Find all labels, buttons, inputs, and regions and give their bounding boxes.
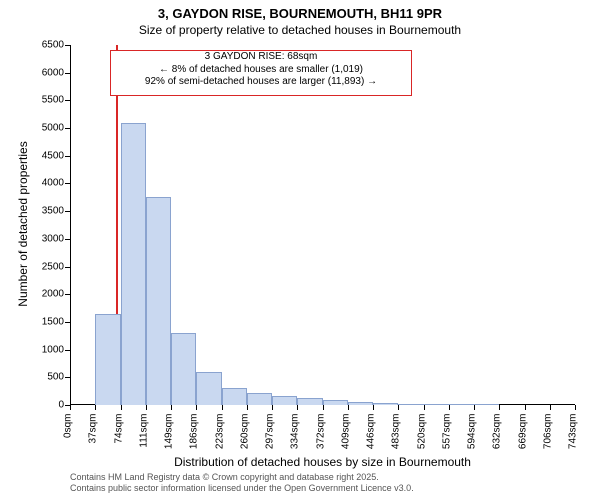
- y-tick-mark: [65, 350, 70, 351]
- histogram-bar: [247, 393, 272, 405]
- x-tick-label: 297sqm: [265, 414, 276, 464]
- x-tick-label: 483sqm: [391, 414, 402, 464]
- y-tick-mark: [65, 294, 70, 295]
- x-tick-mark: [95, 405, 96, 410]
- credit-line: Contains HM Land Registry data © Crown c…: [70, 472, 414, 483]
- x-tick-mark: [196, 405, 197, 410]
- x-tick-label: 743sqm: [568, 414, 579, 464]
- x-tick-mark: [171, 405, 172, 410]
- y-tick-label: 2000: [24, 289, 64, 300]
- y-tick-mark: [65, 267, 70, 268]
- y-tick-label: 6500: [24, 40, 64, 51]
- x-tick-label: 223sqm: [214, 414, 225, 464]
- x-tick-mark: [474, 405, 475, 410]
- x-tick-mark: [449, 405, 450, 410]
- annotation-line: ← 8% of detached houses are smaller (1,0…: [111, 64, 411, 77]
- histogram-bar: [121, 123, 146, 405]
- y-tick-label: 4000: [24, 178, 64, 189]
- y-tick-label: 5500: [24, 95, 64, 106]
- x-tick-mark: [121, 405, 122, 410]
- x-tick-label: 520sqm: [416, 414, 427, 464]
- x-tick-label: 632sqm: [492, 414, 503, 464]
- histogram-bar: [323, 400, 348, 405]
- histogram-bar: [95, 314, 120, 405]
- annotation-box: 3 GAYDON RISE: 68sqm← 8% of detached hou…: [110, 50, 412, 96]
- y-tick-mark: [65, 239, 70, 240]
- y-tick-label: 0: [24, 400, 64, 411]
- y-tick-mark: [65, 183, 70, 184]
- x-tick-mark: [525, 405, 526, 410]
- histogram-bar: [222, 388, 247, 405]
- chart-subtitle: Size of property relative to detached ho…: [0, 23, 600, 37]
- x-tick-mark: [323, 405, 324, 410]
- x-tick-label: 706sqm: [542, 414, 553, 464]
- chart-container: { "title": { "line1": "3, GAYDON RISE, B…: [0, 0, 600, 500]
- x-tick-label: 260sqm: [239, 414, 250, 464]
- x-tick-mark: [272, 405, 273, 410]
- x-tick-mark: [146, 405, 147, 410]
- y-tick-mark: [65, 211, 70, 212]
- y-tick-label: 1000: [24, 344, 64, 355]
- y-tick-label: 5000: [24, 123, 64, 134]
- histogram-bar: [398, 404, 423, 405]
- y-tick-mark: [65, 45, 70, 46]
- histogram-bar: [348, 402, 373, 405]
- x-tick-label: 372sqm: [315, 414, 326, 464]
- histogram-bar: [146, 197, 171, 405]
- x-tick-label: 186sqm: [189, 414, 200, 464]
- y-tick-label: 1500: [24, 316, 64, 327]
- x-tick-label: 0sqm: [63, 414, 74, 464]
- annotation-line: 92% of semi-detached houses are larger (…: [111, 76, 411, 89]
- y-tick-label: 3500: [24, 206, 64, 217]
- x-tick-label: 334sqm: [290, 414, 301, 464]
- y-tick-mark: [65, 377, 70, 378]
- x-tick-mark: [247, 405, 248, 410]
- x-tick-label: 37sqm: [88, 414, 99, 464]
- x-tick-mark: [424, 405, 425, 410]
- x-tick-mark: [575, 405, 576, 410]
- y-axis-line: [70, 45, 71, 405]
- histogram-bar: [196, 372, 221, 405]
- histogram-bar: [474, 404, 499, 405]
- y-tick-mark: [65, 156, 70, 157]
- y-tick-label: 6000: [24, 67, 64, 78]
- x-tick-label: 669sqm: [517, 414, 528, 464]
- y-tick-mark: [65, 128, 70, 129]
- histogram-bar: [449, 404, 474, 405]
- x-tick-label: 111sqm: [138, 414, 149, 464]
- x-tick-label: 594sqm: [467, 414, 478, 464]
- histogram-bar: [373, 403, 398, 405]
- x-tick-mark: [398, 405, 399, 410]
- y-tick-label: 3000: [24, 233, 64, 244]
- x-tick-label: 74sqm: [113, 414, 124, 464]
- histogram-bar: [272, 396, 297, 405]
- x-tick-mark: [297, 405, 298, 410]
- y-tick-mark: [65, 100, 70, 101]
- y-tick-label: 4500: [24, 150, 64, 161]
- histogram-bar: [297, 398, 322, 405]
- y-tick-mark: [65, 73, 70, 74]
- credit-line: Contains public sector information licen…: [70, 483, 414, 494]
- x-tick-mark: [70, 405, 71, 410]
- x-tick-label: 149sqm: [164, 414, 175, 464]
- x-tick-mark: [222, 405, 223, 410]
- x-tick-label: 446sqm: [366, 414, 377, 464]
- credits-text: Contains HM Land Registry data © Crown c…: [70, 472, 414, 495]
- y-tick-label: 500: [24, 372, 64, 383]
- annotation-line: 3 GAYDON RISE: 68sqm: [111, 51, 411, 64]
- histogram-bar: [171, 333, 196, 405]
- x-tick-mark: [550, 405, 551, 410]
- y-tick-mark: [65, 322, 70, 323]
- plot-area: [70, 45, 575, 405]
- x-tick-mark: [499, 405, 500, 410]
- x-tick-mark: [373, 405, 374, 410]
- x-tick-label: 409sqm: [340, 414, 351, 464]
- histogram-bar: [424, 404, 449, 405]
- x-tick-label: 557sqm: [441, 414, 452, 464]
- x-tick-mark: [348, 405, 349, 410]
- y-tick-label: 2500: [24, 261, 64, 272]
- chart-title: 3, GAYDON RISE, BOURNEMOUTH, BH11 9PR: [0, 6, 600, 21]
